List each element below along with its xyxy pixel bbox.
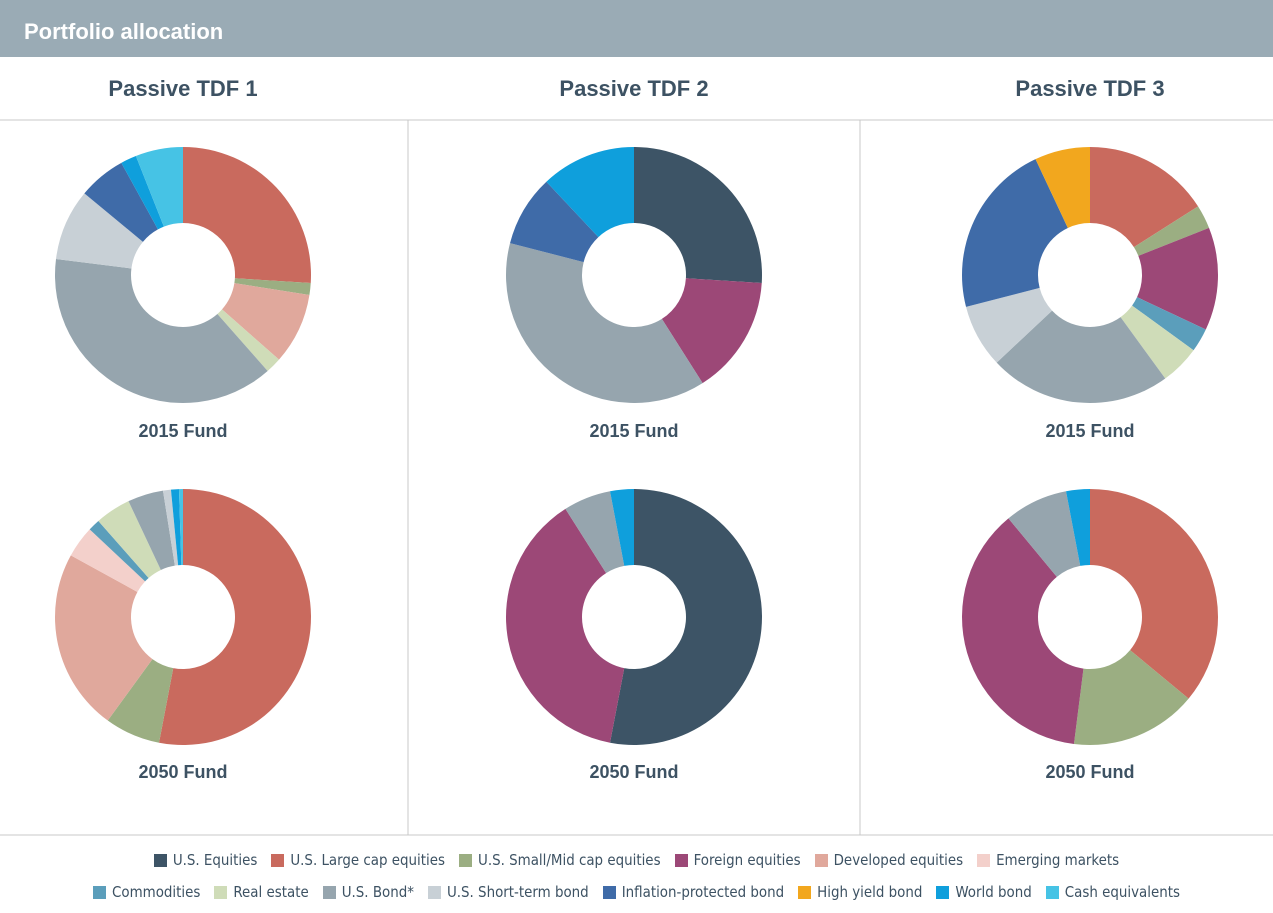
donut-slice [506, 243, 703, 403]
legend-item: World bond [936, 883, 1032, 901]
legend-label: Inflation-protected bond [621, 883, 785, 901]
donut-slice [1120, 305, 1194, 379]
legend-label: U.S. Short-term bond [446, 883, 589, 901]
donut-slice [1090, 489, 1218, 699]
legend-item: Commodities [93, 883, 200, 901]
donut-slice [54, 258, 268, 404]
legend-item: Developed equities [814, 851, 964, 869]
legend: U.S. Equities U.S. Large cap equities U.S.… [0, 851, 1273, 869]
legend-item: High yield bond [798, 883, 922, 901]
legend-swatch [271, 853, 285, 867]
legend-swatch [93, 885, 107, 899]
legend-item: U.S. Short-term bond [427, 883, 589, 901]
legend-label: Emerging markets [996, 851, 1120, 869]
donut-slice [54, 555, 153, 721]
legend-label: High yield bond [817, 883, 923, 901]
legend-label: World bond [955, 883, 1032, 901]
legend-label: Commodities [112, 883, 201, 901]
legend-swatch [427, 885, 441, 899]
legend-swatch [153, 853, 167, 867]
fund-label: 2015 Fund [138, 421, 227, 441]
donut-slice [89, 520, 149, 582]
column-title: Passive TDF 3 [1015, 76, 1164, 101]
donut-slice [183, 147, 312, 284]
donut-slice [121, 155, 164, 230]
donut-slice [506, 508, 625, 743]
legend-item: Emerging markets [977, 851, 1119, 869]
legend-label: U.S. Bond* [341, 883, 414, 901]
donut-slice [1066, 489, 1090, 566]
legend-swatch [1045, 885, 1059, 899]
legend-swatch [459, 853, 473, 867]
donut-slice [170, 489, 182, 566]
donut-slice [56, 193, 143, 269]
legend-swatch [674, 853, 688, 867]
fund-label: 2015 Fund [1045, 421, 1134, 441]
legend-item: U.S. Equities [153, 851, 258, 869]
fund-label: 2050 Fund [589, 762, 678, 782]
donut-slice [84, 162, 158, 242]
column-title: Passive TDF 2 [559, 76, 708, 101]
donut-slice [234, 278, 311, 296]
donut-slice [610, 489, 762, 745]
donut-slice [1008, 491, 1081, 577]
legend: Commodities Real estate U.S. Bond* U.S. Sho… [0, 883, 1273, 901]
donut-slice [107, 659, 174, 743]
legend-swatch [936, 885, 950, 899]
legend-item: U.S. Bond* [322, 883, 414, 901]
donut-slice [1137, 227, 1218, 330]
donut-slice [962, 159, 1068, 307]
fund-label: 2050 Fund [138, 762, 227, 782]
donut-slice [1035, 147, 1090, 228]
charts: Passive TDF 1 2015 Fund 2050 Fund Passive T… [0, 76, 1273, 836]
donut-slice [159, 489, 311, 745]
legend-item: Cash equivalents [1045, 883, 1180, 901]
donut-slice [1090, 147, 1199, 248]
donut-slice [178, 489, 183, 566]
donut-slice [661, 278, 762, 384]
legend-swatch [798, 885, 812, 899]
donut-slice [217, 309, 280, 372]
donut-slice [1073, 650, 1189, 745]
legend-label: Foreign equities [693, 851, 801, 869]
legend-label: U.S. Small/Mid cap equities [478, 851, 661, 869]
donut-slice [162, 489, 179, 566]
legend-swatch [814, 853, 828, 867]
legend-item: U.S. Large cap equities [271, 851, 445, 869]
donut-slice [610, 489, 634, 566]
donut-slice [128, 490, 175, 570]
legend-swatch [214, 885, 228, 899]
donut-slice [135, 147, 183, 227]
legend-swatch [322, 885, 336, 899]
legend-item: Real estate [214, 883, 309, 901]
legend-label: U.S. Large cap equities [290, 851, 446, 869]
donut-slice [70, 529, 146, 592]
donut-slice [634, 147, 763, 284]
donut-slice [565, 491, 625, 574]
legend-label: Developed equities [833, 851, 964, 869]
donut-slice [1133, 206, 1210, 256]
donut-slice [222, 283, 310, 360]
donut-slice [546, 147, 634, 238]
donut-slice [966, 287, 1053, 363]
legend-swatch [602, 885, 616, 899]
legend-swatch [977, 853, 991, 867]
legend-item: Foreign equities [674, 851, 801, 869]
header-title: Portfolio allocation [0, 0, 1273, 57]
donut-slice [1132, 297, 1206, 351]
donut-slice [962, 518, 1084, 744]
legend-item: U.S. Small/Mid cap equities [459, 851, 661, 869]
legend-item: Inflation-protected bond [602, 883, 785, 901]
legend-label: U.S. Equities [172, 851, 258, 869]
legend-label: Cash equivalents [1064, 883, 1180, 901]
donut-slice [510, 181, 599, 263]
fund-label: 2050 Fund [1045, 762, 1134, 782]
donut-slice [996, 310, 1166, 403]
fund-label: 2015 Fund [589, 421, 678, 441]
column-title: Passive TDF 1 [108, 76, 257, 101]
legend-label: Real estate [233, 883, 309, 901]
donut-slice [98, 501, 161, 578]
